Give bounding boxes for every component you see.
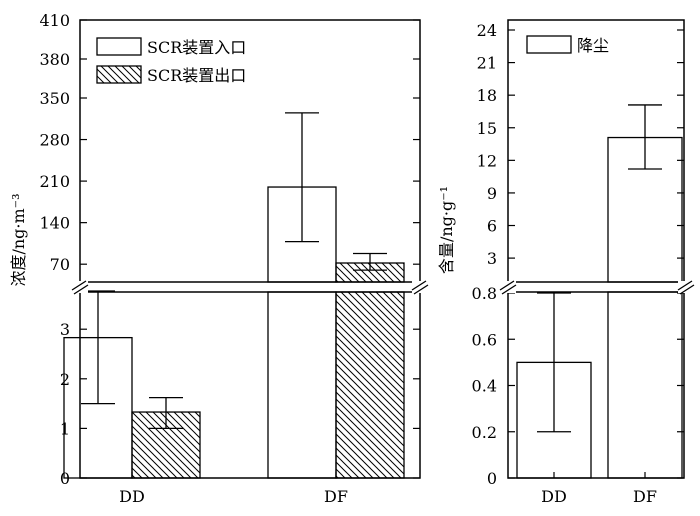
right-ytick-label-lower: 0.8 [472, 284, 497, 303]
left-bar-dd-s1-error-bar [149, 396, 183, 430]
right-ytick-label-upper: 6 [487, 217, 497, 236]
left-frame-lower [79, 291, 421, 479]
right-category-label: DF [633, 487, 657, 506]
left-bar-df-s0-error-bar [285, 112, 319, 243]
left-ytick-label-lower: 1 [60, 419, 70, 438]
left-category-label: DD [119, 487, 145, 506]
legend-label-dust: 降尘 [577, 36, 609, 55]
left-ytick-label-upper: 210 [39, 172, 70, 191]
left-ytick-label-upper: 140 [39, 214, 70, 233]
legend-label-outlet: SCR装置出口 [147, 66, 246, 85]
right-ytick-label-lower: 0.2 [472, 423, 497, 442]
right-break-marks [499, 280, 695, 295]
left-ytick-label-upper: 410 [39, 11, 70, 30]
right-bar-df-s0-lower [607, 291, 683, 479]
right-category-label: DD [541, 487, 567, 506]
right-ytick-label-lower: 0 [487, 469, 497, 488]
right-ytick-label-lower: 0.4 [472, 377, 497, 396]
left-ytick-label-upper: 380 [39, 50, 70, 69]
left-category-label: DF [324, 487, 348, 506]
left-bar-df-s1-error-bar [353, 252, 387, 271]
right-frame-upper [507, 19, 685, 283]
right-bar-dd-s0-error-bar [537, 292, 571, 433]
left-ytick-label-lower: 2 [60, 370, 70, 389]
right-ytick-label-upper: 21 [477, 54, 497, 73]
left-frame-upper [79, 19, 421, 283]
legend-swatch-inlet [96, 37, 142, 56]
right-bar-df-s0-error-bar [628, 104, 662, 170]
right-ylabel: 含量/ng·g⁻¹ [437, 186, 456, 274]
left-bar-df-s0-lower [267, 291, 337, 479]
right-ytick-label-upper: 24 [477, 21, 497, 40]
left-legend: SCR装置入口 SCR装置出口 [96, 37, 246, 85]
right-legend: 降尘 [526, 35, 609, 55]
right-ytick-label-upper: 18 [477, 86, 497, 105]
right-ytick-label-lower: 0.6 [472, 330, 497, 349]
left-ytick-label-upper: 350 [39, 89, 70, 108]
left-break-marks [71, 280, 429, 295]
legend-label-inlet: SCR装置入口 [147, 38, 246, 57]
left-bar-df-s1-lower [335, 291, 405, 479]
right-ytick-label-upper: 3 [487, 249, 497, 268]
left-ytick-label-lower: 0 [60, 469, 70, 488]
right-ytick-label-upper: 15 [477, 119, 497, 138]
left-ytick-label-upper: 70 [50, 255, 70, 274]
legend-swatch-dust [526, 35, 572, 54]
left-ytick-label-lower: 3 [60, 320, 70, 339]
right-chart: 0 0.2 0.4 0.6 0.8 3 6 9 12 15 18 21 24 含量/ng·g⁻¹ DD D… [437, 19, 695, 506]
legend-swatch-outlet [96, 65, 142, 84]
left-ytick-label-upper: 280 [39, 131, 70, 150]
left-ylabel: 浓度/ng·m⁻³ [9, 193, 28, 286]
right-ytick-label-upper: 12 [477, 151, 497, 170]
right-ytick-label-upper: 9 [487, 184, 497, 203]
